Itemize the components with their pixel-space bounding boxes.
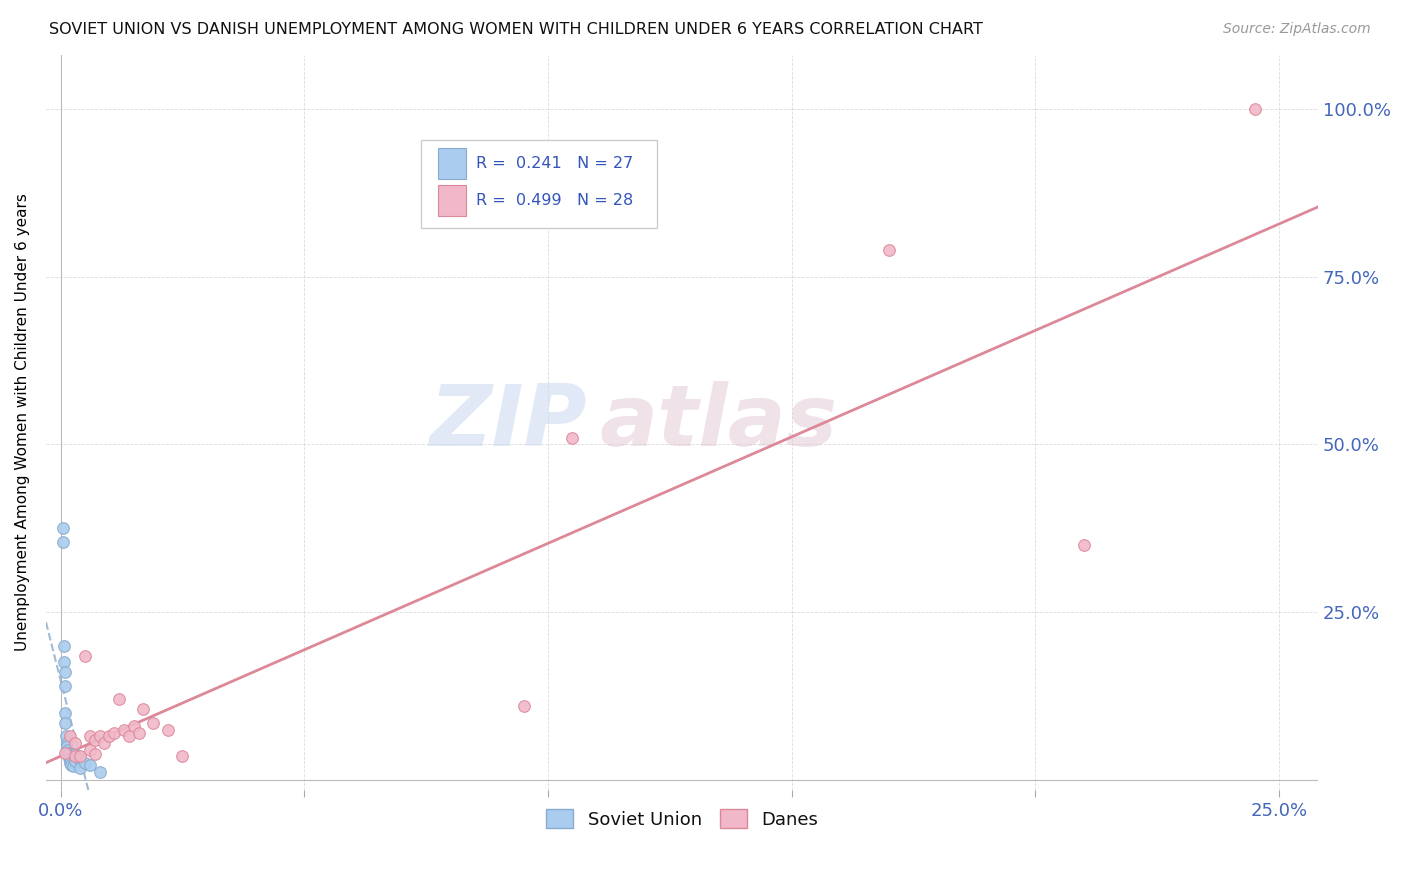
Point — [53, 639, 76, 653]
FancyBboxPatch shape — [422, 140, 657, 227]
Point — [103, 726, 125, 740]
Point — [89, 764, 111, 779]
Point — [56, 742, 79, 756]
Point — [69, 749, 91, 764]
Point — [93, 736, 115, 750]
Point — [172, 749, 194, 764]
Point — [55, 746, 77, 760]
Point — [66, 749, 89, 764]
FancyBboxPatch shape — [437, 186, 465, 216]
Point — [89, 729, 111, 743]
Point — [52, 534, 75, 549]
Point — [63, 754, 86, 768]
Text: atlas: atlas — [599, 381, 838, 464]
Point — [561, 431, 583, 445]
Point — [63, 747, 86, 762]
Point — [58, 746, 80, 760]
Point — [83, 732, 105, 747]
Point — [73, 648, 96, 663]
Point — [56, 739, 79, 754]
Point — [58, 750, 80, 764]
Point — [112, 723, 135, 737]
Point — [55, 706, 77, 720]
Point — [877, 243, 900, 257]
Text: Source: ZipAtlas.com: Source: ZipAtlas.com — [1223, 22, 1371, 37]
Point — [63, 749, 86, 764]
Y-axis label: Unemployment Among Women with Children Under 6 years: Unemployment Among Women with Children U… — [15, 194, 30, 651]
Point — [156, 723, 179, 737]
Point — [55, 715, 77, 730]
Point — [79, 729, 101, 743]
Point — [59, 753, 82, 767]
Point — [69, 753, 91, 767]
Point — [58, 747, 80, 762]
Point — [512, 699, 534, 714]
Point — [59, 729, 82, 743]
Point — [79, 742, 101, 756]
Point — [83, 747, 105, 762]
Point — [53, 656, 76, 670]
Point — [63, 736, 86, 750]
Text: R =  0.499   N = 28: R = 0.499 N = 28 — [477, 194, 633, 208]
Point — [56, 736, 79, 750]
Point — [142, 715, 165, 730]
Point — [62, 759, 84, 773]
Point — [98, 729, 121, 743]
Point — [132, 702, 155, 716]
Point — [59, 756, 82, 770]
Text: R =  0.241   N = 27: R = 0.241 N = 27 — [477, 156, 633, 171]
Point — [55, 679, 77, 693]
Legend: Soviet Union, Danes: Soviet Union, Danes — [538, 802, 825, 836]
Point — [1243, 102, 1265, 116]
Point — [52, 521, 75, 535]
Point — [1073, 538, 1095, 552]
Point — [108, 692, 131, 706]
Point — [79, 758, 101, 772]
Text: SOVIET UNION VS DANISH UNEMPLOYMENT AMONG WOMEN WITH CHILDREN UNDER 6 YEARS CORR: SOVIET UNION VS DANISH UNEMPLOYMENT AMON… — [49, 22, 983, 37]
Point — [69, 761, 91, 775]
Point — [55, 729, 77, 743]
Point — [55, 665, 77, 680]
Text: ZIP: ZIP — [429, 381, 586, 464]
Point — [60, 758, 83, 772]
Point — [73, 756, 96, 770]
Point — [122, 719, 145, 733]
FancyBboxPatch shape — [437, 148, 465, 179]
Point — [128, 726, 150, 740]
Point — [118, 729, 141, 743]
